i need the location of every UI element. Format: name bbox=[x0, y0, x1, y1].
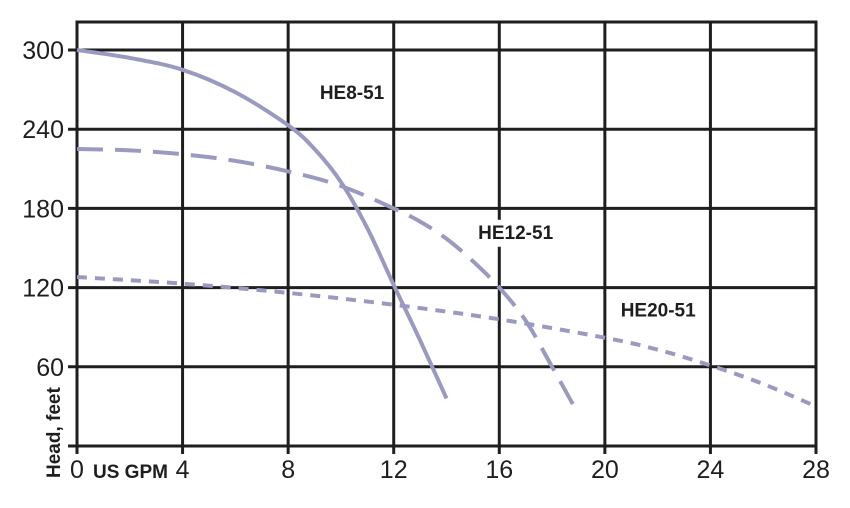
series-label-he12-51: HE12-51 bbox=[474, 219, 558, 247]
x-tick-label: 12 bbox=[380, 456, 408, 484]
svg-text:HE12-51: HE12-51 bbox=[478, 223, 553, 244]
x-tick-label: 8 bbox=[281, 456, 295, 484]
y-axis-label: Head, feet bbox=[44, 387, 65, 478]
svg-text:HE20-51: HE20-51 bbox=[621, 301, 696, 322]
y-tick-label: 300 bbox=[22, 37, 64, 65]
svg-text:HE8-51: HE8-51 bbox=[320, 83, 385, 104]
x-tick-label: 20 bbox=[591, 456, 619, 484]
y-tick-label: 180 bbox=[22, 195, 64, 223]
series-label-he8-51: HE8-51 bbox=[315, 79, 389, 107]
curve-he20-51 bbox=[76, 275, 817, 409]
x-axis-label: US GPM bbox=[93, 462, 168, 483]
series-label-he20-51: HE20-51 bbox=[616, 297, 701, 325]
y-tick-label: 120 bbox=[22, 275, 64, 303]
x-tick-label: 24 bbox=[697, 456, 725, 484]
series-labels: HE8-51 HE12-51 HE20-51 bbox=[315, 79, 701, 325]
y-tick-label: 240 bbox=[22, 116, 64, 144]
plot-frame bbox=[75, 20, 818, 448]
curve-he8-51 bbox=[76, 48, 449, 400]
grid bbox=[68, 20, 818, 454]
x-tick-label: 16 bbox=[485, 456, 513, 484]
x-tick-label: 28 bbox=[802, 456, 830, 484]
y-tick-label: 60 bbox=[36, 354, 64, 382]
x-tick-label: 4 bbox=[176, 456, 190, 484]
axis-ticks: 60 120 180 240 300 0 4 8 12 16 20 24 28 bbox=[22, 37, 830, 484]
x-tick-label: 0 bbox=[70, 456, 84, 484]
curve-he12-51 bbox=[76, 147, 581, 416]
pump-curves bbox=[76, 48, 817, 416]
